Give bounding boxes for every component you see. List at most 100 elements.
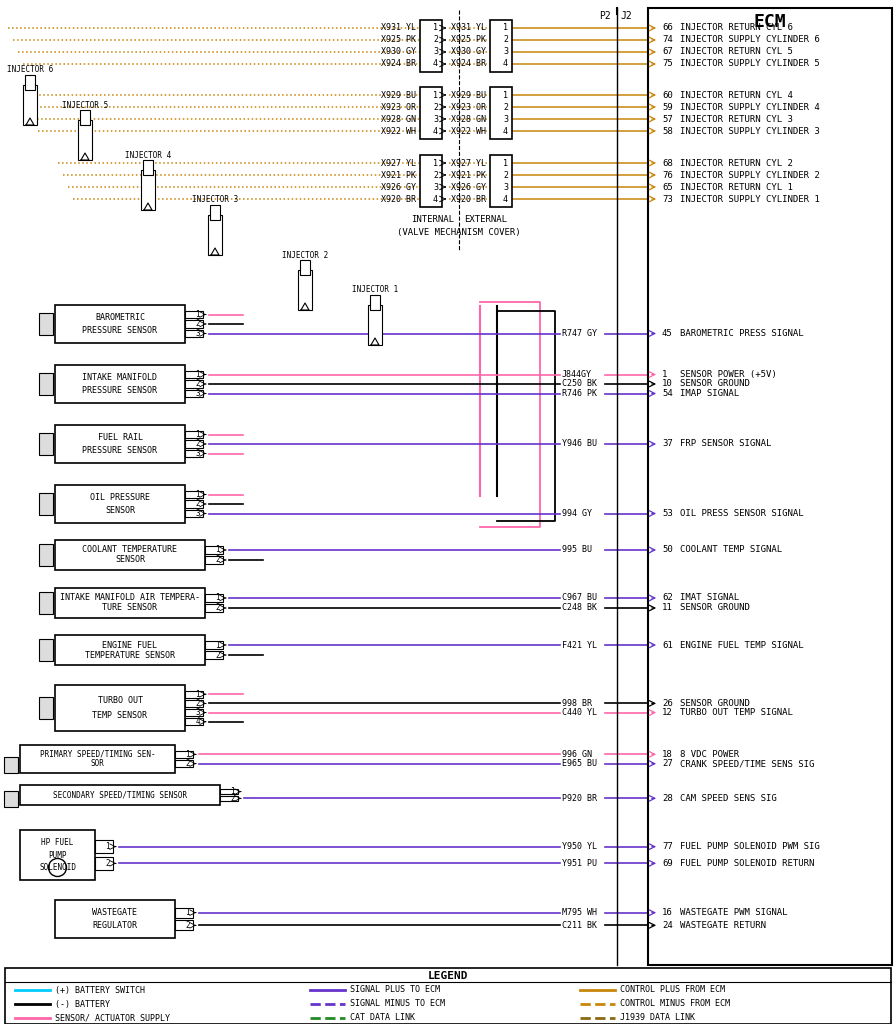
Bar [185, 699, 203, 708]
Text: 27: 27 [662, 759, 673, 768]
Text: X920 BR: X920 BR [451, 195, 486, 204]
Text: 67: 67 [662, 47, 673, 56]
Text: X927 YL: X927 YL [381, 159, 416, 168]
Bar [185, 450, 203, 458]
Bar [175, 907, 193, 918]
Text: 37: 37 [662, 439, 673, 449]
Text: X922 WH: X922 WH [381, 127, 416, 135]
Text: FRP SENSOR SIGNAL: FRP SENSOR SIGNAL [680, 439, 771, 449]
Text: 45: 45 [662, 329, 673, 338]
Text: Y950 YL: Y950 YL [562, 842, 597, 851]
Text: 59: 59 [662, 102, 673, 112]
Bar [55, 900, 175, 938]
Text: X923 OR: X923 OR [451, 102, 486, 112]
Bar [185, 371, 203, 378]
Text: INJECTOR 1: INJECTOR 1 [352, 286, 398, 295]
Text: 3: 3 [433, 182, 438, 191]
Text: 16: 16 [662, 908, 673, 918]
Bar [175, 760, 193, 767]
Bar [39, 592, 53, 614]
Text: X928 GN: X928 GN [451, 115, 486, 124]
Text: PUMP: PUMP [48, 851, 66, 859]
Bar [220, 790, 238, 795]
Text: 2: 2 [503, 36, 508, 44]
Text: (VALVE MECHANISM COVER): (VALVE MECHANISM COVER) [397, 228, 521, 238]
Text: 1: 1 [106, 842, 110, 851]
Bar [185, 380, 203, 388]
Bar [185, 321, 203, 328]
Bar [205, 604, 223, 612]
Text: CAT DATA LINK: CAT DATA LINK [350, 1014, 415, 1023]
Bar [39, 313, 53, 335]
Text: PRIMARY SPEED/TIMING SEN-: PRIMARY SPEED/TIMING SEN- [39, 750, 155, 759]
Bar [175, 751, 193, 758]
Text: 1: 1 [503, 159, 508, 168]
Text: 1: 1 [195, 370, 200, 379]
Bar [23, 85, 37, 125]
Text: 28: 28 [662, 794, 673, 803]
Text: 3: 3 [433, 115, 438, 124]
Bar [205, 641, 223, 649]
Bar [185, 490, 203, 499]
Text: 10: 10 [662, 380, 673, 388]
Text: 3: 3 [195, 449, 200, 458]
Text: INTAKE MANIFOLD: INTAKE MANIFOLD [82, 373, 158, 382]
Text: X929 BU: X929 BU [451, 90, 486, 99]
Text: P920 BR: P920 BR [562, 794, 597, 803]
Text: INJECTOR SUPPLY CYLINDER 2: INJECTOR SUPPLY CYLINDER 2 [680, 171, 820, 179]
Bar [185, 330, 203, 337]
Text: X926 GY: X926 GY [381, 182, 416, 191]
Text: 2: 2 [185, 759, 190, 768]
Text: INJECTOR RETURN CYL 3: INJECTOR RETURN CYL 3 [680, 115, 793, 124]
Bar [20, 745, 175, 773]
Bar [185, 390, 203, 397]
Text: 3: 3 [195, 329, 200, 338]
Text: 2: 2 [215, 650, 220, 659]
Text: X923 OR: X923 OR [381, 102, 416, 112]
Text: 3: 3 [503, 182, 508, 191]
Text: IMAT SIGNAL: IMAT SIGNAL [680, 594, 739, 602]
Text: PRESSURE SENSOR: PRESSURE SENSOR [82, 326, 158, 335]
Text: INJECTOR SUPPLY CYLINDER 4: INJECTOR SUPPLY CYLINDER 4 [680, 102, 820, 112]
Bar [55, 685, 185, 731]
Text: C440 YL: C440 YL [562, 709, 597, 717]
Text: INJECTOR SUPPLY CYLINDER 6: INJECTOR SUPPLY CYLINDER 6 [680, 36, 820, 44]
Text: C250 BK: C250 BK [562, 380, 597, 388]
Text: TURBO OUT: TURBO OUT [98, 696, 142, 705]
Text: FUEL RAIL: FUEL RAIL [98, 433, 142, 442]
Text: BAROMETRIC: BAROMETRIC [95, 313, 145, 323]
Text: 77: 77 [662, 842, 673, 851]
Text: SECONDARY SPEED/TIMING SENSOR: SECONDARY SPEED/TIMING SENSOR [53, 791, 187, 800]
Text: CAM SPEED SENS SIG: CAM SPEED SENS SIG [680, 794, 777, 803]
Text: 2: 2 [215, 555, 220, 564]
Text: PRESSURE SENSOR: PRESSURE SENSOR [82, 445, 158, 455]
Text: 994 GY: 994 GY [562, 509, 592, 518]
Text: 2: 2 [433, 102, 438, 112]
Bar [185, 310, 203, 318]
Text: 998 BR: 998 BR [562, 699, 592, 708]
Bar [39, 373, 53, 395]
Text: BAROMETRIC PRESS SIGNAL: BAROMETRIC PRESS SIGNAL [680, 329, 804, 338]
Text: 4: 4 [503, 127, 508, 135]
Text: 1: 1 [433, 90, 438, 99]
Text: (+) BATTERY SWITCH: (+) BATTERY SWITCH [55, 985, 145, 994]
Text: 11: 11 [662, 603, 673, 612]
Text: X924 BR: X924 BR [451, 59, 486, 69]
Bar [300, 260, 310, 275]
Bar [220, 796, 238, 801]
Text: INJECTOR 5: INJECTOR 5 [62, 100, 108, 110]
Text: SIGNAL MINUS TO ECM: SIGNAL MINUS TO ECM [350, 999, 445, 1009]
Text: 76: 76 [662, 171, 673, 179]
Text: SENSOR/ ACTUATOR SUPPLY: SENSOR/ ACTUATOR SUPPLY [55, 1014, 170, 1023]
Bar [39, 697, 53, 719]
Text: 2: 2 [433, 171, 438, 179]
Text: 995 BU: 995 BU [562, 546, 592, 555]
Text: 1: 1 [195, 310, 200, 319]
Text: SOR: SOR [90, 759, 105, 768]
Text: X931 YL: X931 YL [451, 24, 486, 33]
Text: 2: 2 [503, 171, 508, 179]
Text: CRANK SPEED/TIME SENS SIG: CRANK SPEED/TIME SENS SIG [680, 759, 814, 768]
Text: INTERNAL: INTERNAL [411, 215, 454, 224]
Text: 3: 3 [433, 47, 438, 56]
Text: 1: 1 [503, 90, 508, 99]
